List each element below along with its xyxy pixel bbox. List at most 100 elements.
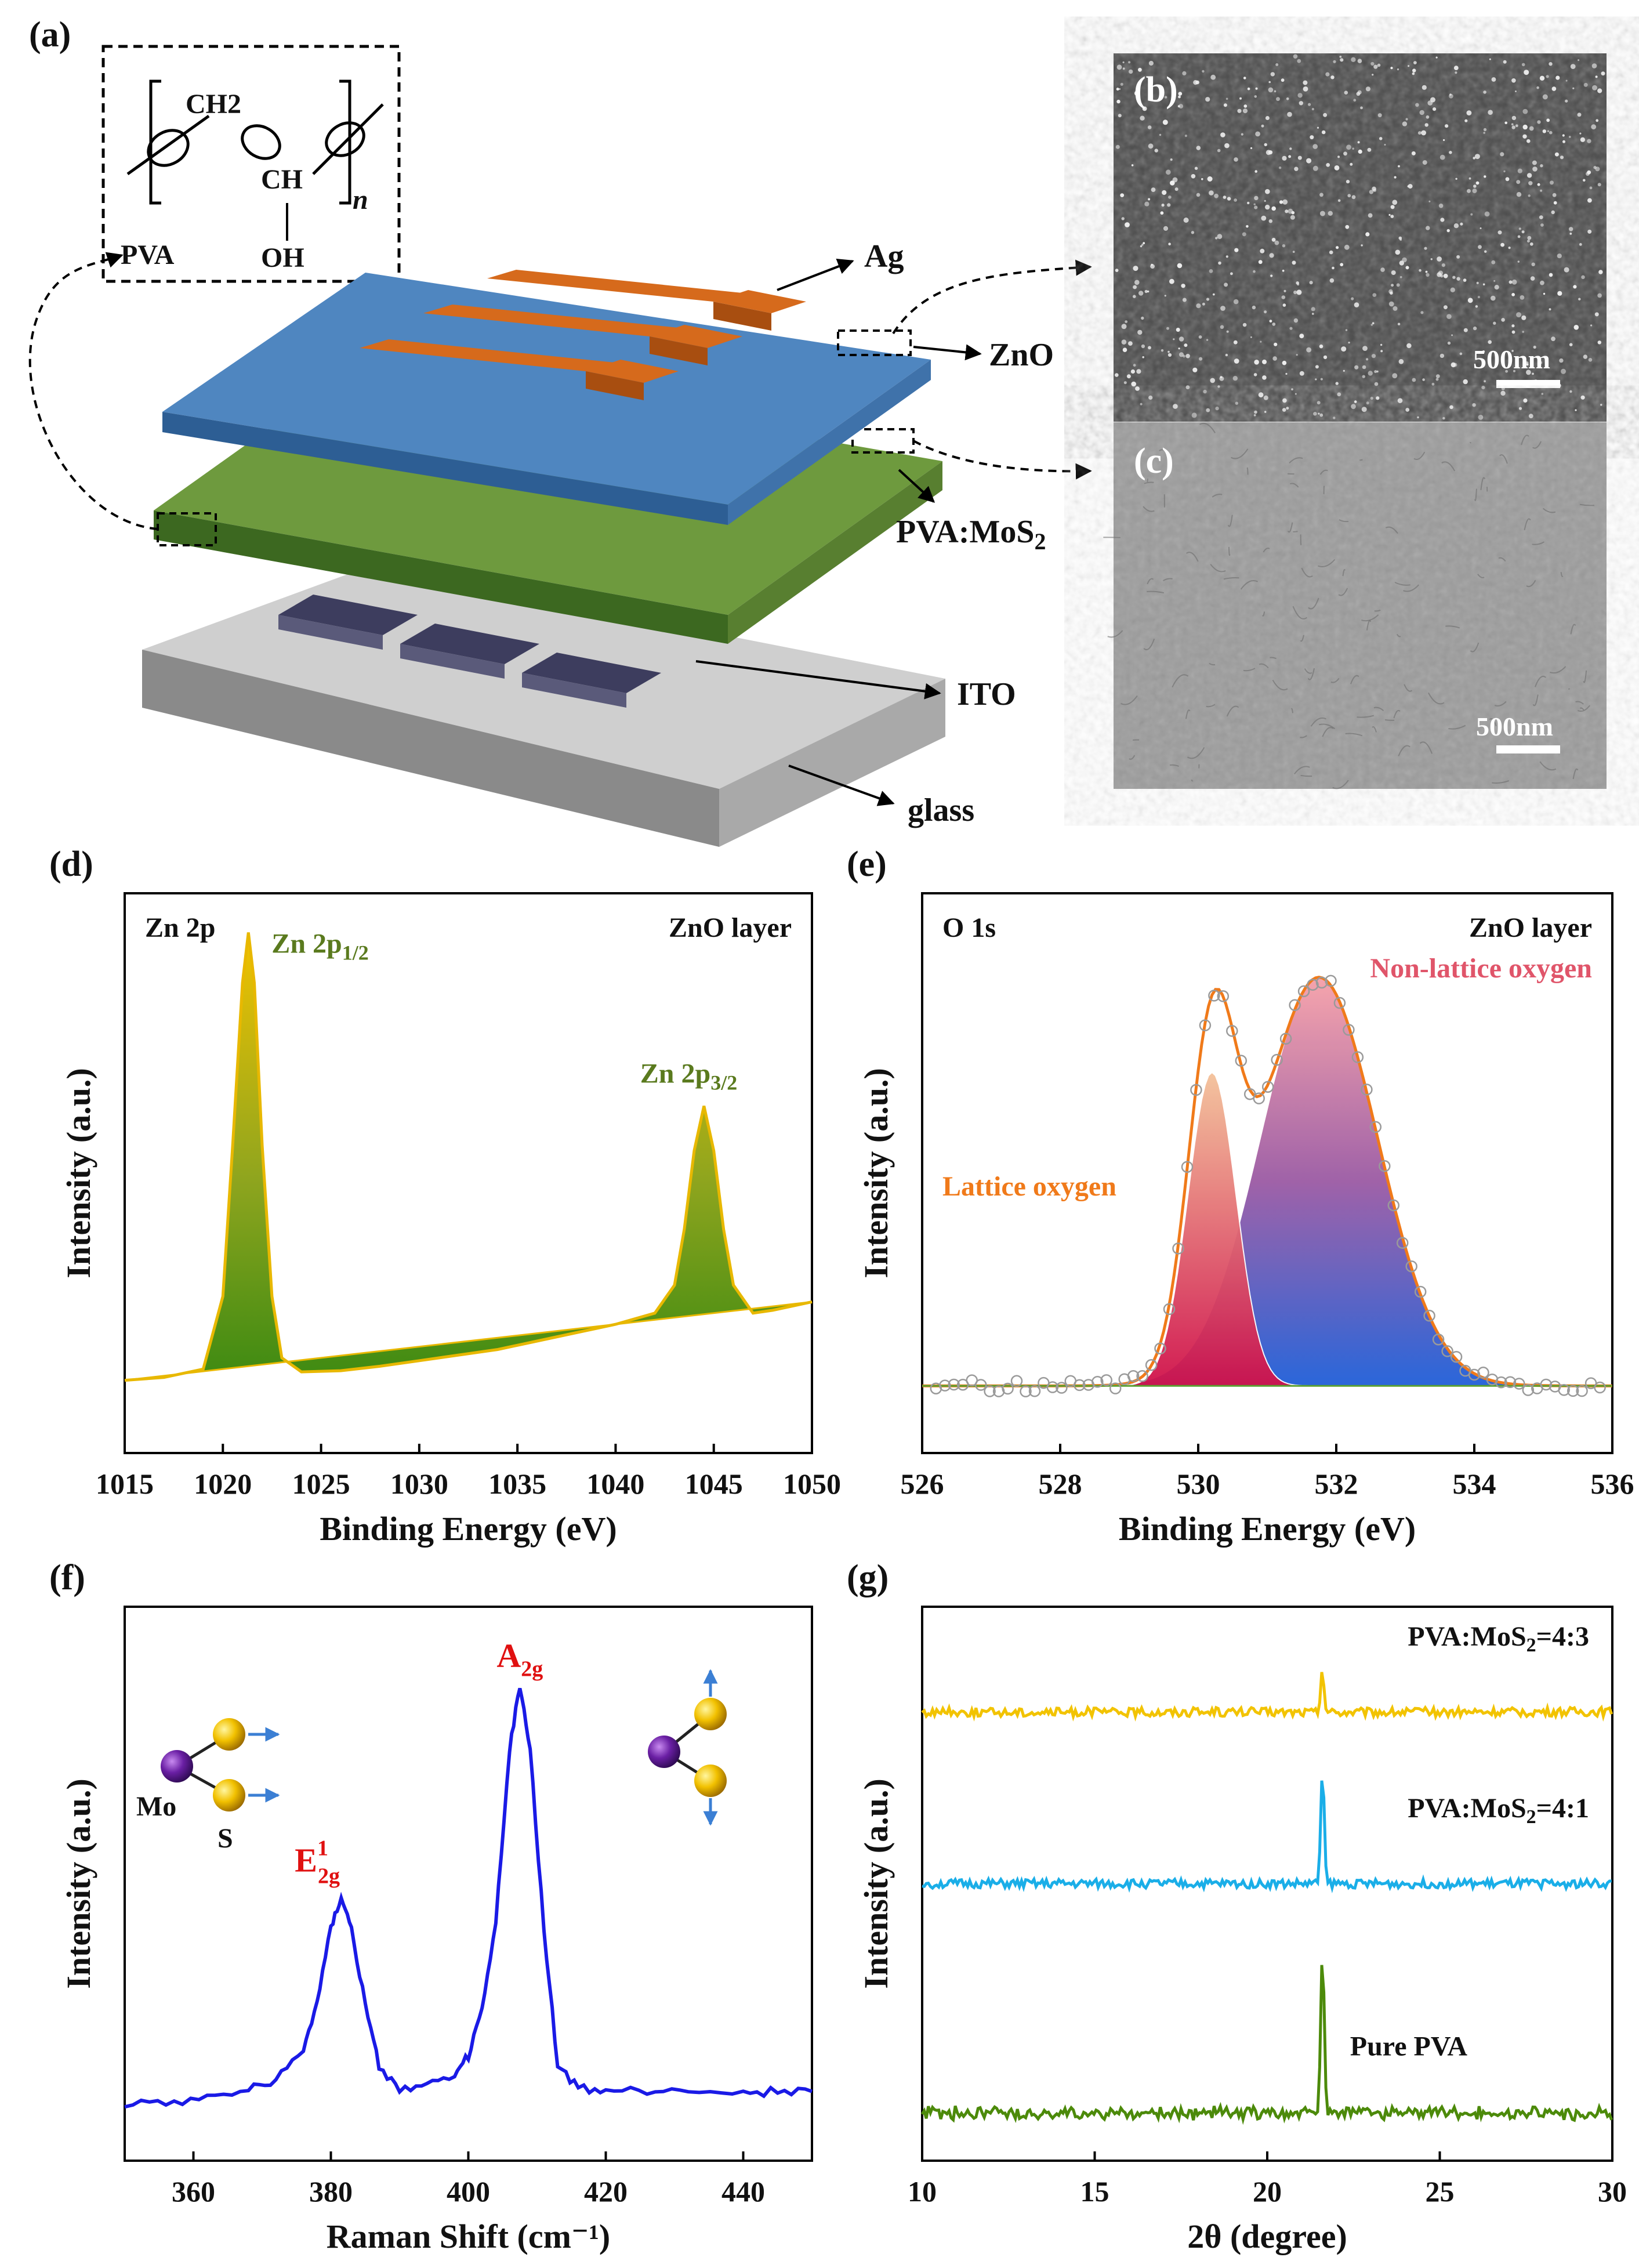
sem-particle xyxy=(1166,327,1169,330)
sem-particle xyxy=(1254,205,1258,209)
sem-particle xyxy=(1524,70,1529,75)
plot-frame xyxy=(124,1606,813,2162)
sem-particle xyxy=(1282,199,1288,205)
x-axis-title: Raman Shift (cm⁻¹) xyxy=(327,2218,610,2255)
sem-particle xyxy=(1170,180,1175,186)
sem-particle xyxy=(1191,412,1197,418)
x-tick-label: 25 xyxy=(1426,2175,1455,2208)
sem-grain xyxy=(1210,564,1226,573)
sem-particle xyxy=(1522,108,1528,114)
sem-grain xyxy=(1498,557,1506,562)
o1s-data-point xyxy=(1028,1385,1041,1397)
sem-particle xyxy=(1268,81,1271,84)
sem-particle xyxy=(1297,283,1300,286)
plot-frame xyxy=(124,892,813,1454)
sem-particle xyxy=(1265,189,1270,194)
sem-particle xyxy=(1318,412,1320,415)
sem-particle xyxy=(1483,90,1486,94)
sem-particle xyxy=(1164,96,1167,99)
s-atom-icon xyxy=(213,1718,245,1751)
sem-particle xyxy=(1573,285,1577,289)
sem-particle xyxy=(1334,165,1340,171)
sem-particle xyxy=(1426,226,1430,230)
y-axis-title: Intensity (a.u.) xyxy=(857,1068,895,1278)
sem-grain xyxy=(1226,705,1239,717)
sem-particle xyxy=(1309,281,1313,285)
sem-particle xyxy=(1417,131,1422,135)
sem-particle xyxy=(1528,194,1531,197)
sem-particle xyxy=(1371,354,1376,358)
sem-particle xyxy=(1583,82,1588,87)
xrd-series-label: PVA:MoS2=4:3 xyxy=(1408,1621,1589,1656)
oh-label: OH xyxy=(261,242,304,273)
pva-mos2-label: PVA:MoS2 xyxy=(896,514,1046,555)
sem-particle xyxy=(1202,302,1205,306)
sem-particle xyxy=(1220,306,1225,311)
sem-particle xyxy=(1368,371,1373,376)
sem-particle xyxy=(1268,219,1272,223)
sem-grain xyxy=(1470,642,1480,653)
sem-grain xyxy=(1534,675,1547,687)
sem-particle xyxy=(1317,126,1319,129)
sem-particle xyxy=(1517,168,1522,173)
x-tick-label: 534 xyxy=(1453,1468,1496,1500)
sem-particle xyxy=(1380,350,1383,353)
zn2p-spectrum-line xyxy=(124,932,813,1382)
sem-particle xyxy=(1467,189,1471,193)
sem-particle xyxy=(1373,189,1377,193)
ch-label: CH xyxy=(261,164,303,195)
sem-particle xyxy=(1179,352,1184,357)
e2g-vibration-mode-icon xyxy=(161,1718,280,1811)
sem-particle xyxy=(1285,372,1288,375)
sem-particle xyxy=(1282,155,1287,161)
sem-particle xyxy=(1372,74,1374,76)
sem-grain xyxy=(1159,449,1172,459)
sem-particle xyxy=(1138,67,1142,72)
sem-particle xyxy=(1116,99,1121,104)
sem-particle xyxy=(1408,65,1410,67)
sem-particle xyxy=(1209,269,1213,273)
sem-particle xyxy=(1569,227,1573,231)
sem-particle xyxy=(1303,86,1308,92)
sem-grain xyxy=(1524,518,1531,531)
sem-particle xyxy=(1225,97,1228,100)
sem-particle xyxy=(1421,130,1427,136)
sem-particle xyxy=(1590,324,1593,327)
sem-particle xyxy=(1528,414,1533,419)
sem-particle xyxy=(1365,232,1370,237)
sem-particle xyxy=(1297,93,1303,98)
sem-particle xyxy=(1148,346,1151,350)
ag-label: Ag xyxy=(864,238,904,274)
o1s-data-point xyxy=(1172,1242,1184,1255)
sem-particle xyxy=(1420,311,1424,314)
sem-particle xyxy=(1540,280,1544,285)
plot-frame xyxy=(921,892,1613,1454)
sem-particle xyxy=(1264,143,1267,147)
o1s-data-point xyxy=(1405,1260,1417,1273)
sem-particle xyxy=(1319,413,1323,417)
sem-particle xyxy=(1319,193,1323,197)
sem-particle xyxy=(1161,204,1165,207)
sem-particle xyxy=(1369,190,1374,194)
sem-particle xyxy=(1474,154,1480,160)
sem-particle xyxy=(1357,59,1362,63)
sem-grain xyxy=(1532,441,1542,449)
o1s-data-point xyxy=(1235,1055,1248,1067)
sem-particle xyxy=(1329,250,1333,255)
sem-particle xyxy=(1191,231,1195,234)
sem-particle xyxy=(1422,85,1427,90)
sem-particle xyxy=(1167,353,1172,357)
sem-grain xyxy=(1477,574,1485,578)
sem-particle xyxy=(1154,148,1158,153)
sem-particle xyxy=(1311,313,1314,315)
sem-particle xyxy=(1377,63,1381,67)
sem-particle xyxy=(1350,162,1353,166)
sem-particle xyxy=(1530,276,1535,281)
sem-particle xyxy=(1233,299,1239,305)
sem-particle xyxy=(1481,386,1485,390)
sem-particle xyxy=(1456,255,1460,259)
sem-particle xyxy=(1262,359,1267,364)
sem-particle xyxy=(1399,260,1404,266)
sem-particle xyxy=(1313,412,1317,416)
sem-particle xyxy=(1526,369,1531,375)
